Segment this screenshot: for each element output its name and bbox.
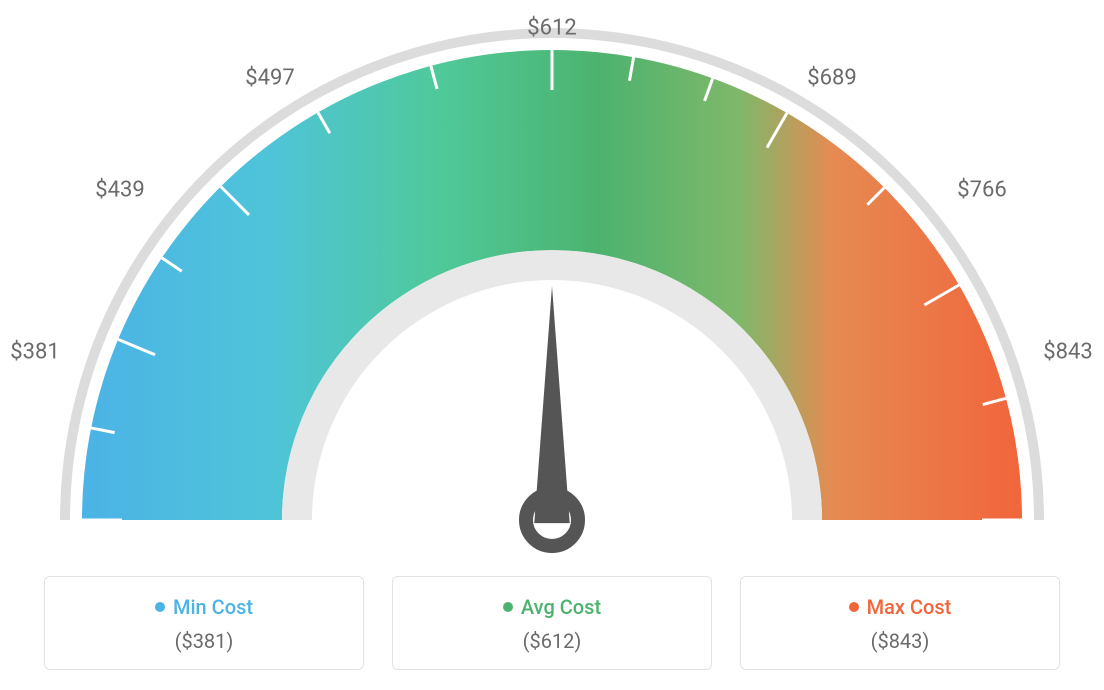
tick-label: $439 bbox=[95, 178, 144, 203]
legend-value-min: ($381) bbox=[55, 629, 353, 653]
legend-title-max: Max Cost bbox=[849, 595, 952, 619]
legend-value-max: ($843) bbox=[751, 629, 1049, 653]
legend-label-min: Min Cost bbox=[173, 595, 253, 619]
legend-title-min: Min Cost bbox=[155, 595, 253, 619]
legend-dot-min bbox=[155, 602, 165, 612]
tick-label: $381 bbox=[10, 340, 59, 365]
legend-value-avg: ($612) bbox=[403, 629, 701, 653]
gauge-chart: $381 $439 $497 $612 $689 $766 $843 bbox=[0, 0, 1104, 560]
legend-card-max: Max Cost ($843) bbox=[740, 576, 1060, 670]
legend-label-avg: Avg Cost bbox=[521, 595, 601, 619]
tick-label: $689 bbox=[807, 66, 856, 91]
gauge-svg bbox=[0, 0, 1104, 560]
legend-card-avg: Avg Cost ($612) bbox=[392, 576, 712, 670]
legend-row: Min Cost ($381) Avg Cost ($612) Max Cost… bbox=[0, 576, 1104, 670]
tick-label: $766 bbox=[957, 178, 1006, 203]
legend-dot-max bbox=[849, 602, 859, 612]
legend-title-avg: Avg Cost bbox=[503, 595, 601, 619]
legend-dot-avg bbox=[503, 602, 513, 612]
tick-label: $612 bbox=[527, 16, 576, 41]
tick-label: $843 bbox=[1043, 340, 1092, 365]
legend-label-max: Max Cost bbox=[867, 595, 952, 619]
legend-card-min: Min Cost ($381) bbox=[44, 576, 364, 670]
tick-label: $497 bbox=[245, 66, 294, 91]
